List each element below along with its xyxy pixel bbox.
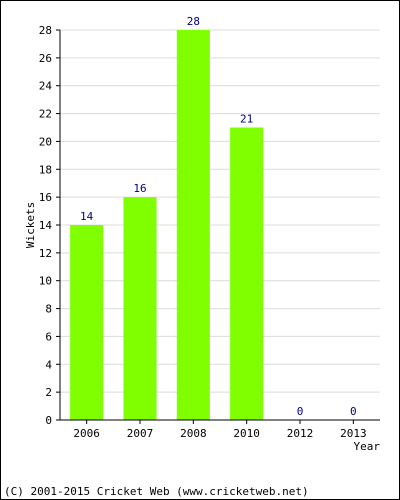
bar (123, 197, 157, 420)
x-tick-label: 2008 (180, 427, 207, 440)
y-tick-label: 12 (39, 247, 52, 260)
x-axis-label: Year (354, 440, 381, 453)
data-label: 28 (187, 15, 200, 28)
axes (56, 29, 380, 424)
y-tick-label: 8 (45, 303, 52, 316)
y-tick-label: 18 (39, 163, 52, 176)
x-tick-label: 2010 (233, 427, 260, 440)
data-label: 16 (133, 182, 146, 195)
y-tick-label: 26 (39, 52, 52, 65)
x-tick-label: 2012 (287, 427, 314, 440)
copyright-footer: (C) 2001-2015 Cricket Web (www.cricketwe… (4, 485, 309, 498)
y-tick-label: 2 (45, 386, 52, 399)
x-tick-labels: 2006 2007 2008 2010 2012 2013 (73, 427, 366, 440)
y-tick-label: 16 (39, 191, 52, 204)
y-tick-label: 20 (39, 135, 52, 148)
bar (176, 30, 210, 420)
x-tick-label: 2006 (73, 427, 100, 440)
y-tick-label: 6 (45, 330, 52, 343)
bars (70, 30, 264, 420)
y-tick-label: 0 (45, 414, 52, 427)
x-tick-label: 2007 (127, 427, 154, 440)
y-tick-label: 28 (39, 24, 52, 37)
y-tick-label: 24 (39, 80, 53, 93)
grid-lines (60, 29, 380, 393)
y-axis-label: Wickets (24, 202, 37, 248)
data-label: 0 (350, 405, 357, 418)
data-label: 21 (240, 113, 253, 126)
data-label: 0 (297, 405, 304, 418)
x-tick-label: 2013 (340, 427, 367, 440)
y-tick-label: 4 (45, 358, 52, 371)
y-tick-label: 10 (39, 275, 52, 288)
data-labels: 14 16 28 21 0 0 (80, 15, 357, 418)
y-tick-label: 22 (39, 108, 52, 121)
y-tick-label: 14 (39, 219, 53, 232)
bar (230, 127, 264, 420)
bar (70, 225, 104, 420)
data-label: 14 (80, 210, 94, 223)
